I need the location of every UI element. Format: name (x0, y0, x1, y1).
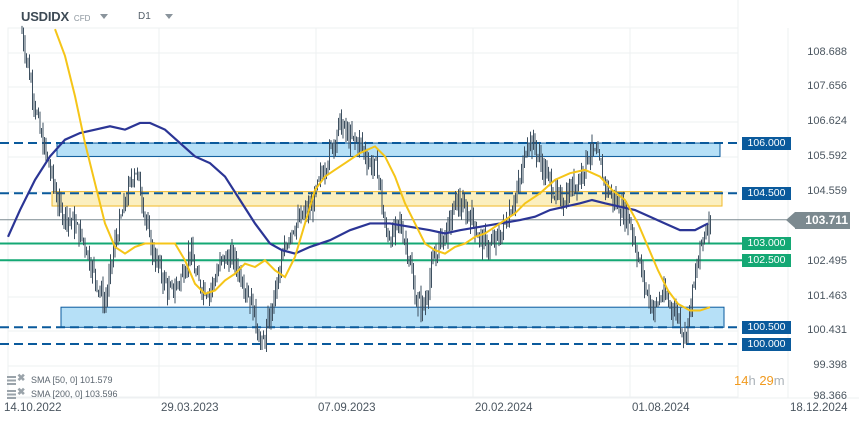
x-axis-label: 20.02.2024 (475, 402, 533, 414)
level-tag-102-500: 102.500 (742, 253, 791, 267)
timer-minutes-unit: m (773, 373, 785, 388)
resistance-zone (56, 142, 721, 157)
sma200-line (6, 121, 709, 255)
indicator-label: SMA [50, 0] 101.579 (31, 375, 113, 385)
x-axis-label: 14.10.2022 (4, 402, 62, 414)
level-tag-104-500: 104.500 (742, 186, 791, 200)
x-axis-label: 18.12.2024 (790, 402, 848, 414)
y-axis-label: 107.656 (807, 80, 847, 92)
y-axis-label: 102.495 (807, 255, 847, 267)
level-tag-106-000: 106.000 (742, 136, 791, 150)
y-axis-label: 108.688 (807, 46, 847, 58)
y-axis-label: 104.559 (807, 185, 847, 197)
timer-hours-unit: h (748, 373, 756, 388)
x-axis-label: 07.09.2023 (318, 402, 376, 414)
y-axis-label: 98.366 (813, 390, 847, 402)
indicator-settings-icon[interactable] (7, 389, 16, 399)
remove-indicator-icon[interactable]: ✖ (17, 386, 26, 398)
x-axis-label: 01.08.2024 (632, 402, 690, 414)
y-axis-label: 106.624 (807, 115, 847, 127)
timeframe-dropdown-caret-icon[interactable] (165, 14, 173, 19)
y-axis-label: 99.398 (813, 359, 847, 371)
support-zone (60, 306, 725, 328)
candle-countdown-timer: 14h 29m (734, 373, 785, 388)
timer-hours: 14 (734, 373, 749, 388)
y-axis-label: 100.431 (807, 324, 847, 336)
symbol-dropdown-caret-icon[interactable] (100, 14, 109, 19)
current-price-tag: 103.711 (786, 212, 850, 229)
y-axis-label: 101.463 (807, 290, 847, 302)
indicator-legend-sma50[interactable]: ✖ SMA [50, 0] 101.579 (7, 372, 113, 385)
x-axis-label: 29.03.2023 (161, 402, 219, 414)
level-tag-100-500: 100.500 (742, 320, 791, 334)
level-tag-103-000: 103.000 (742, 237, 791, 251)
timeframe-selector[interactable]: D1 (138, 11, 151, 22)
timer-minutes: 29 (759, 373, 774, 388)
remove-indicator-icon[interactable]: ✖ (17, 372, 26, 384)
indicator-legend-sma200[interactable]: ✖ SMA [200, 0] 103.596 (7, 386, 118, 399)
symbol-header[interactable]: USDIDX CFD (21, 9, 109, 24)
indicator-label: SMA [200, 0] 103.596 (31, 389, 118, 399)
sma50-line (54, 28, 711, 312)
indicator-settings-icon[interactable] (7, 375, 16, 385)
level-tag-100-000: 100.000 (742, 337, 791, 351)
symbol-name: USDIDX (21, 9, 69, 24)
pivot-zone (51, 191, 723, 207)
y-axis-label: 105.592 (807, 150, 847, 162)
instrument-type: CFD (73, 14, 91, 23)
